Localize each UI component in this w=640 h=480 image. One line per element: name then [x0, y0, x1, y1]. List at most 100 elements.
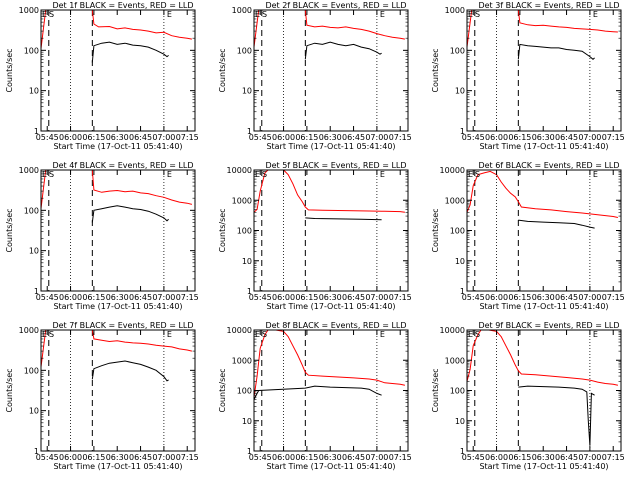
series-line-events — [518, 385, 595, 446]
x-tick-label: 07:15 — [389, 133, 412, 142]
panel-title: Det 1f BLACK = Events, RED = LLD — [52, 1, 193, 10]
event-label-end: E — [380, 330, 385, 339]
y-tick-label: 1000 — [445, 356, 465, 365]
x-tick-label: 06:15 — [295, 293, 318, 302]
series-line-events — [254, 385, 382, 400]
x-tick-label: 05:45 — [462, 293, 485, 302]
y-axis-label: Counts/sec — [218, 48, 227, 92]
panel-1: Det 1f BLACK = Events, RED = LLD 1 10 100 10… — [5, 1, 199, 151]
x-tick-label: 07:00 — [152, 133, 175, 142]
panel-title: Det 9f BLACK = Events, RED = LLD — [478, 321, 619, 330]
x-axis-label: Start Time (17-Oct-11 05:41:40) — [266, 302, 395, 311]
panel-title: Det 5f BLACK = Events, RED = LLD — [265, 161, 406, 170]
x-tick-label: 06:45 — [555, 293, 578, 302]
x-tick-label: 06:45 — [555, 453, 578, 462]
x-tick-label: 06:45 — [342, 133, 365, 142]
y-tick-label: 100 — [24, 46, 39, 55]
series-line-events — [91, 205, 169, 223]
panel-2: Det 2f BLACK = Events, RED = LLD 1 10 100 10… — [218, 1, 412, 151]
x-tick-label: 06:15 — [508, 133, 531, 142]
y-tick-label: 10000 — [227, 166, 252, 175]
y-tick-label: 100 — [24, 206, 39, 215]
y-tick-label: 1000 — [445, 6, 465, 15]
event-label-end: E — [167, 330, 172, 339]
y-axis-label: Counts/sec — [218, 368, 227, 412]
plot-frame — [40, 329, 196, 452]
y-tick-label: 1 — [247, 287, 252, 296]
y-tick-label: 10 — [29, 87, 39, 96]
x-tick-label: 07:15 — [602, 293, 625, 302]
event-label-start: E — [468, 10, 473, 19]
y-tick-label: 10 — [29, 247, 39, 256]
x-tick-label: 06:00 — [59, 293, 82, 302]
x-tick-label: 06:15 — [295, 133, 318, 142]
panel-title: Det 6f BLACK = Events, RED = LLD — [478, 161, 619, 170]
event-label-saa: S — [475, 170, 480, 179]
plot-frame — [466, 169, 622, 292]
event-label-saa: S — [262, 170, 267, 179]
x-tick-label: 07:15 — [176, 133, 199, 142]
x-tick-label: 07:15 — [176, 293, 199, 302]
plot-frame — [40, 9, 196, 132]
y-tick-label: 1 — [34, 127, 39, 136]
x-tick-label: 06:45 — [129, 293, 152, 302]
x-tick-label: 06:30 — [532, 453, 555, 462]
x-tick-label: 06:00 — [59, 133, 82, 142]
x-tick-label: 06:00 — [272, 453, 295, 462]
event-label-start: E — [42, 170, 47, 179]
x-tick-label: 06:30 — [319, 293, 342, 302]
x-tick-label: 07:00 — [365, 293, 388, 302]
x-axis-label: Start Time (17-Oct-11 05:41:40) — [479, 462, 608, 471]
y-tick-label: 100 — [24, 366, 39, 375]
x-tick-label: 05:45 — [462, 133, 485, 142]
panel-5: Det 5f BLACK = Events, RED = LLD 1 10 100 10… — [218, 161, 412, 311]
x-tick-label: 06:00 — [485, 453, 508, 462]
x-tick-label: 06:30 — [319, 453, 342, 462]
y-tick-label: 10 — [455, 257, 465, 266]
x-tick-label: 06:00 — [272, 293, 295, 302]
x-tick-label: 06:30 — [106, 453, 129, 462]
y-tick-label: 1 — [460, 447, 465, 456]
panel-3: Det 3f BLACK = Events, RED = LLD 1 10 100 10… — [431, 1, 625, 151]
y-tick-label: 10 — [242, 417, 252, 426]
y-tick-label: 100 — [450, 227, 465, 236]
x-tick-label: 06:15 — [295, 453, 318, 462]
panel-6: Det 6f BLACK = Events, RED = LLD 1 10 100 10… — [431, 161, 625, 311]
y-axis-label: Counts/sec — [218, 208, 227, 252]
series-line-events — [517, 43, 595, 60]
x-tick-label: 05:45 — [249, 133, 272, 142]
y-tick-label: 100 — [450, 387, 465, 396]
x-tick-label: 06:45 — [129, 133, 152, 142]
series-line-lld — [254, 10, 405, 48]
event-label-saa: S — [49, 10, 54, 19]
event-label-saa: S — [262, 330, 267, 339]
y-axis-label: Counts/sec — [431, 368, 440, 412]
panel-title: Det 8f BLACK = Events, RED = LLD — [265, 321, 406, 330]
x-tick-label: 06:45 — [129, 453, 152, 462]
event-label-start: E — [255, 170, 260, 179]
x-tick-label: 06:15 — [82, 133, 105, 142]
series-line-events — [305, 217, 382, 221]
y-tick-label: 1 — [460, 127, 465, 136]
y-tick-label: 10 — [455, 87, 465, 96]
panel-9: Det 9f BLACK = Events, RED = LLD 1 10 100 10… — [431, 321, 625, 471]
y-axis-label: Counts/sec — [5, 368, 14, 412]
event-label-end: E — [593, 170, 598, 179]
y-tick-label: 10 — [242, 87, 252, 96]
x-tick-label: 07:00 — [365, 453, 388, 462]
x-tick-label: 06:15 — [508, 453, 531, 462]
plot-frame — [466, 9, 622, 132]
series-line-lld — [254, 170, 405, 213]
series-line-lld — [41, 170, 193, 209]
y-tick-label: 100 — [237, 227, 252, 236]
y-tick-label: 10000 — [227, 326, 252, 335]
y-tick-label: 10000 — [440, 326, 465, 335]
x-tick-label: 06:00 — [272, 133, 295, 142]
y-tick-label: 100 — [450, 46, 465, 55]
y-tick-label: 1000 — [232, 6, 252, 15]
x-tick-label: 07:00 — [365, 133, 388, 142]
x-tick-label: 06:00 — [59, 453, 82, 462]
x-axis-label: Start Time (17-Oct-11 05:41:40) — [479, 302, 608, 311]
series-line-lld — [467, 330, 618, 386]
x-tick-label: 06:00 — [485, 293, 508, 302]
